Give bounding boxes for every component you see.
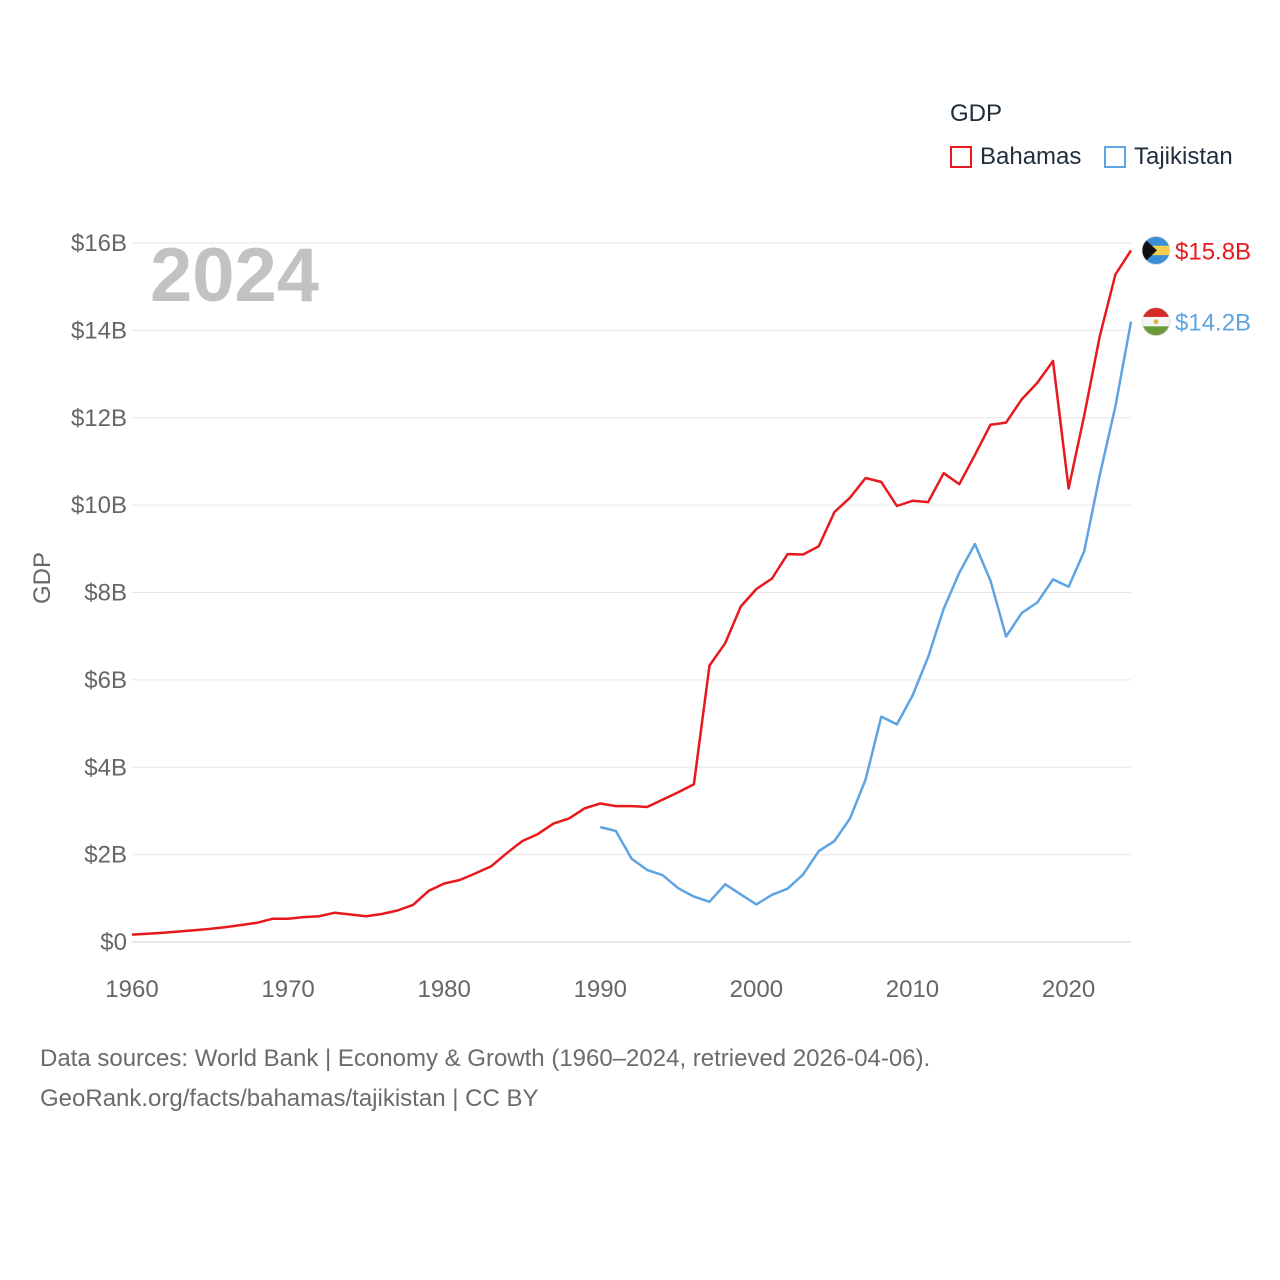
y-tick-label: $10B: [71, 492, 127, 519]
source-line-2[interactable]: GeoRank.org/facts/bahamas/tajikistan | C…: [40, 1085, 539, 1112]
source-line-1: Data sources: World Bank | Economy & Gro…: [40, 1045, 931, 1072]
x-tick-label: 1990: [574, 976, 627, 1003]
y-tick-label: $4B: [84, 754, 127, 781]
y-tick-label: $6B: [84, 667, 127, 694]
legend-item-bahamas[interactable]: Bahamas: [950, 143, 1081, 171]
legend-title: GDP: [950, 100, 1003, 127]
y-tick-label: $12B: [71, 405, 127, 432]
x-tick-label: 1980: [417, 976, 470, 1003]
legend-label-tajikistan: Tajikistan: [1134, 143, 1233, 170]
y-tick-label: $14B: [71, 317, 127, 344]
legend-item-tajikistan[interactable]: Tajikistan: [1104, 143, 1233, 171]
x-tick-label: 2000: [730, 976, 783, 1003]
x-tick-label: 2020: [1042, 976, 1095, 1003]
series-line-bahamas: [131, 249, 1133, 936]
end-value-label-bahamas: $15.8B: [1175, 238, 1251, 265]
x-axis-ticks: 1960 1970 1980 1990 2000 2010 2020: [105, 976, 1095, 1003]
x-tick-label: 1970: [261, 976, 314, 1003]
y-tick-label: $0: [100, 929, 127, 956]
grid-lines: [132, 242, 1131, 943]
end-value-label-tajikistan: $14.2B: [1175, 310, 1251, 337]
x-tick-label: 1960: [105, 976, 158, 1003]
y-axis-label: GDP: [29, 551, 56, 605]
series-lines: [131, 249, 1133, 936]
current-year-label: 2024: [150, 233, 320, 318]
x-tick-label: 2010: [886, 976, 939, 1003]
legend-swatch-tajikistan: [1104, 146, 1126, 168]
y-tick-label: $16B: [71, 230, 127, 257]
series-end-markers: $15.8B $14.2B: [1141, 236, 1251, 337]
series-line-tajikistan: [599, 321, 1133, 906]
bahamas-flag-icon: [1141, 236, 1171, 265]
legend-label-bahamas: Bahamas: [980, 143, 1082, 170]
y-tick-label: $8B: [84, 580, 127, 607]
y-axis-ticks: $0 $2B $4B $6B $8B $10B $12B $14B $16B: [71, 230, 127, 956]
tajikistan-flag-icon: [1141, 307, 1171, 337]
y-tick-label: $2B: [84, 842, 127, 869]
legend-swatch-bahamas: [950, 146, 972, 168]
